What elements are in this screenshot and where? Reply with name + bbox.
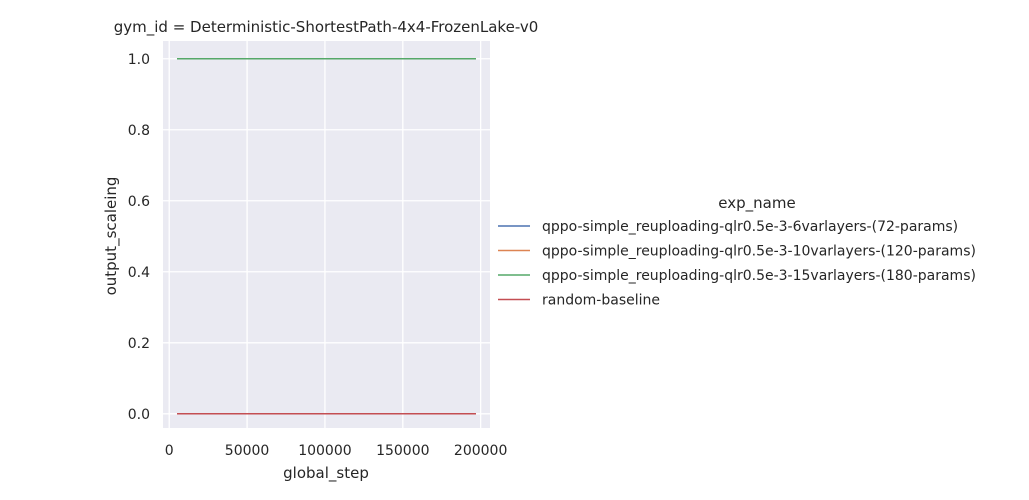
legend-label: qppo-simple_reuploading-qlr0.5e-3-10varl… — [542, 244, 976, 260]
chart-title: gym_id = Deterministic-ShortestPath-4x4-… — [114, 18, 539, 37]
x-tick-label: 100000 — [298, 443, 351, 459]
legend-label: qppo-simple_reuploading-qlr0.5e-3-15varl… — [542, 268, 976, 284]
y-tick-label: 0.8 — [128, 123, 150, 139]
x-tick-label: 200000 — [454, 443, 507, 459]
y-tick-label: 0.6 — [128, 194, 150, 210]
legend: exp_name qppo-simple_reuploading-qlr0.5e… — [498, 194, 976, 309]
y-tick-labels: 0.0 0.2 0.4 0.6 0.8 1.0 — [128, 52, 150, 423]
y-tick-label: 0.4 — [128, 265, 150, 281]
plot-area — [163, 41, 490, 428]
legend-item: qppo-simple_reuploading-qlr0.5e-3-6varla… — [498, 219, 958, 235]
legend-item: random-baseline — [498, 293, 660, 309]
y-tick-label: 1.0 — [128, 52, 150, 68]
x-tick-label: 150000 — [376, 443, 429, 459]
legend-item: qppo-simple_reuploading-qlr0.5e-3-10varl… — [498, 244, 976, 260]
x-axis-label: global_step — [283, 464, 369, 483]
y-tick-label: 0.0 — [128, 407, 150, 423]
x-tick-labels: 0 50000 100000 150000 200000 — [165, 443, 508, 459]
legend-item: qppo-simple_reuploading-qlr0.5e-3-15varl… — [498, 268, 976, 284]
legend-label: qppo-simple_reuploading-qlr0.5e-3-6varla… — [542, 219, 958, 235]
legend-label: random-baseline — [542, 293, 660, 309]
x-tick-label: 0 — [165, 443, 174, 459]
y-axis-label: output_scaleing — [102, 177, 121, 296]
y-tick-label: 0.2 — [128, 336, 150, 352]
series-lines — [177, 58, 476, 415]
legend-title: exp_name — [718, 194, 795, 213]
x-tick-label: 50000 — [225, 443, 270, 459]
